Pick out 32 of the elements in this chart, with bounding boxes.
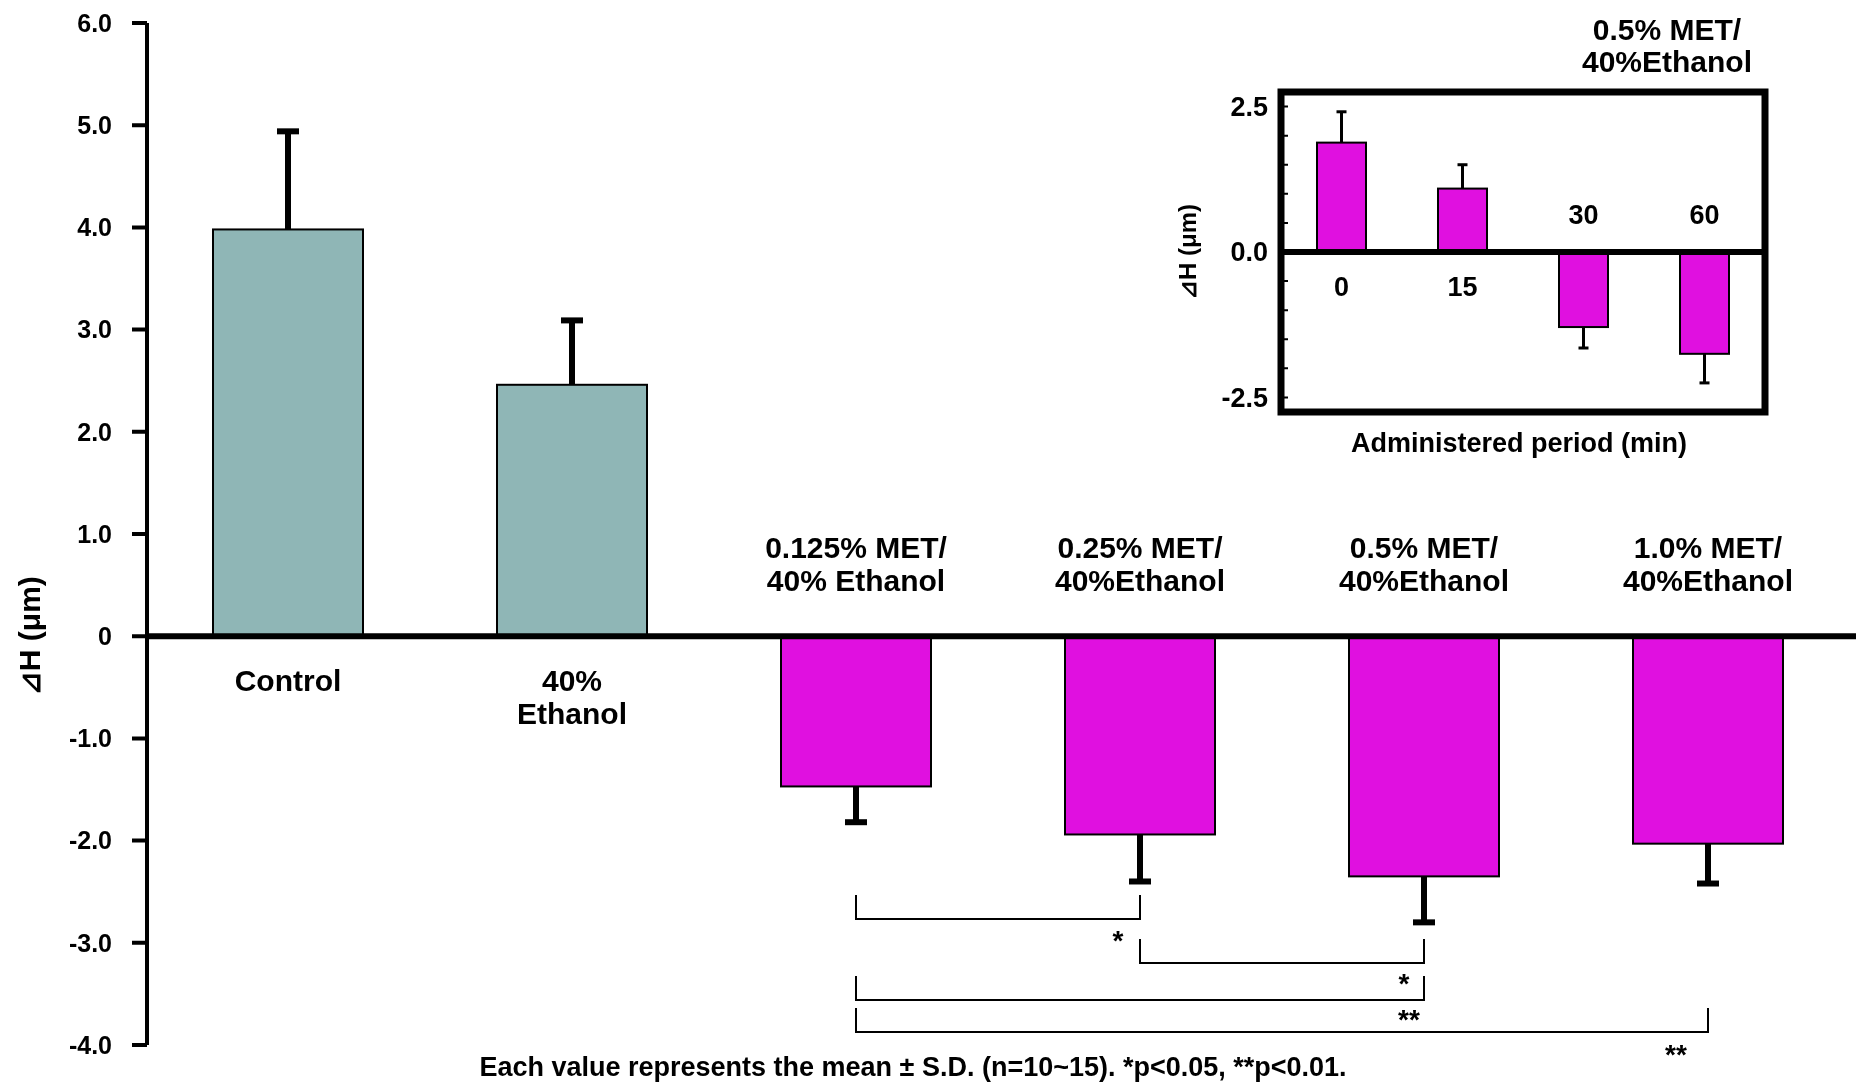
y-axis-title: ⊿H (μm) [13,576,46,697]
x-tick-label: 30 [1568,200,1599,230]
x-tick-label: 0.5% MET/ 40%Ethanol [1338,531,1510,598]
y-tick-label: 4.0 [77,213,112,242]
y-tick-label: 3.0 [77,315,112,344]
y-tick-label: -3.0 [68,928,112,957]
y-tick-label: -2.0 [68,826,112,855]
y-tick-label: 0 [98,621,112,650]
y-tick-label: -4.0 [68,1030,112,1059]
annotation: ** [1398,1004,1420,1035]
x-tick-label: 60 [1689,200,1720,230]
y-tick-label: 1.0 [77,519,112,548]
x-tick-label: 15 [1447,272,1478,302]
y-tick-label: -1.0 [68,724,112,753]
annotation: ** [1665,1039,1687,1070]
y-tick-label: 0.0 [1230,237,1268,268]
text: Each value represents the mean ± S.D. (n=10~15). *p<0.05, **p<0.01. [479,1052,1347,1082]
x-tick-label: 0.125% MET/ 40% Ethanol [765,531,948,598]
annotation: * [1112,925,1124,956]
y-tick-label: 5.0 [77,110,112,139]
chart-title: 0.5% MET/ 40%Ethanol [1581,13,1753,78]
annotation: * [1398,968,1410,999]
x-tick-label: 1.0% MET/ 40%Ethanol [1622,531,1794,598]
y-axis-title: ⊿H (μm) [1174,203,1201,301]
x-tick-label: 40% Ethanol [517,664,627,731]
y-tick-label: 6.0 [77,8,112,37]
y-tick-label: 2.0 [77,417,112,446]
y-tick-label: 2.5 [1230,92,1268,122]
x-tick-label: 0.25% MET/ 40%Ethanol [1054,531,1226,598]
x-tick-label: Control [234,664,342,698]
x-axis-title: Administered period (min) [1350,428,1688,458]
y-tick-label: -2.5 [1221,382,1268,413]
